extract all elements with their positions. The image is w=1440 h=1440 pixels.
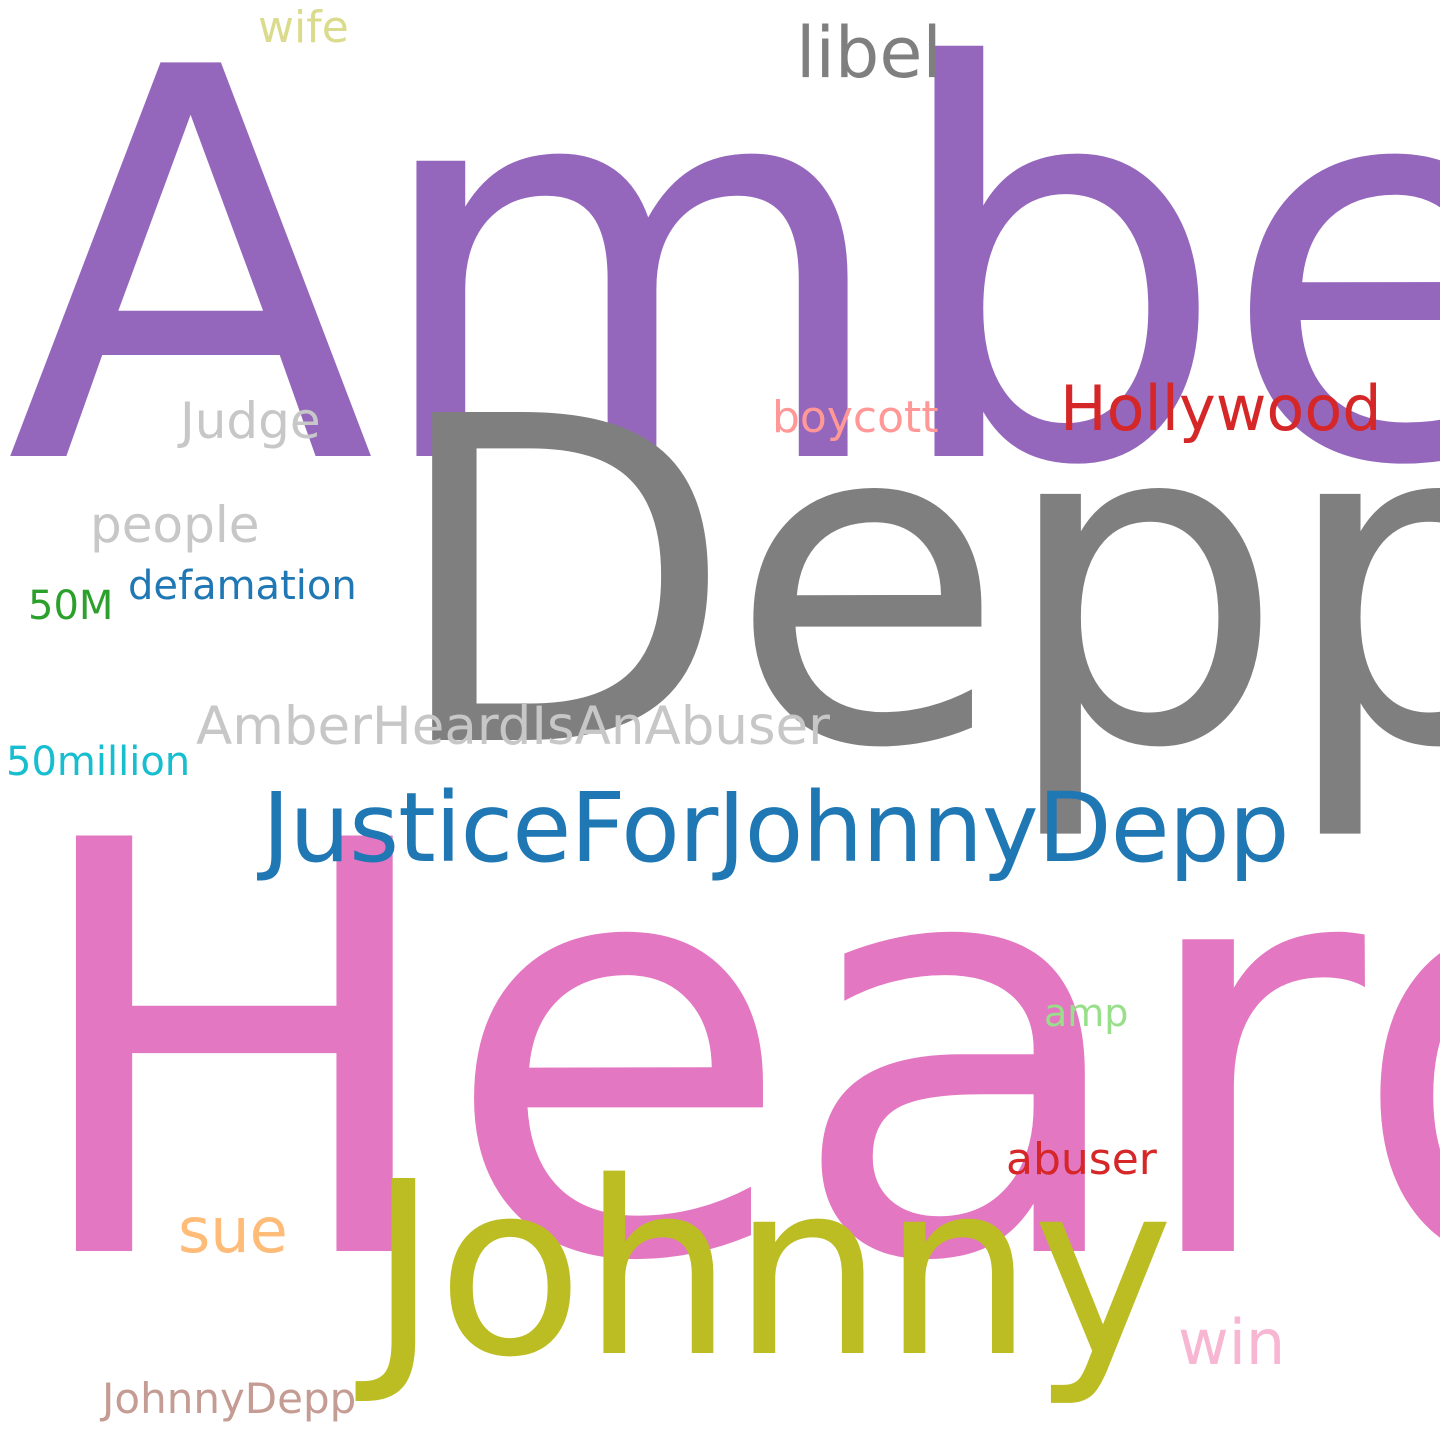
word-judge: Judge [180,392,321,450]
word-abuser: abuser [1006,1134,1157,1185]
word-boycott: boycott [772,392,939,443]
word-sue: sue [178,1194,288,1267]
word-depp: Depp [388,323,1440,847]
word-johnnydepp: JohnnyDepp [102,1374,357,1423]
word-50million: 50million [6,739,191,785]
word-amp: amp [1044,991,1129,1035]
word-amberheardisanabuser: AmberHeardIsAnAbuser [196,696,830,757]
word-heard: Heard [20,723,1440,1386]
word-justiceforjohnnydepp: JusticeForJohnnyDepp [262,772,1290,884]
word-people: people [90,496,260,554]
word-50m: 50M [28,583,114,629]
word-defamation: defamation [128,563,357,609]
word-hollywood: Hollywood [1060,372,1382,445]
word-wife: wife [258,2,349,53]
word-libel: libel [796,12,942,94]
word-amber: Amber [6,0,1440,584]
word-win: win [1178,1306,1286,1379]
word-johnny: Johnny [368,1130,1174,1410]
